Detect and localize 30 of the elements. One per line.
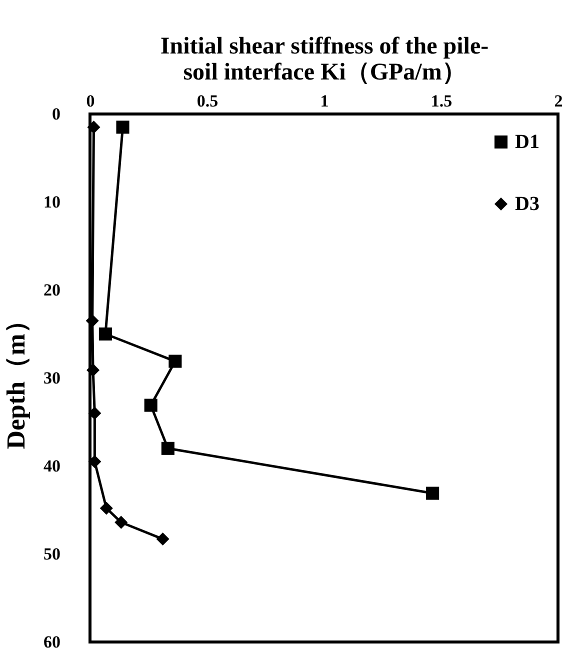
point xyxy=(116,120,130,134)
x-tick-label: 1.5 xyxy=(430,92,452,110)
x-tick-label: 1 xyxy=(320,92,329,110)
y-tick-label: 20 xyxy=(44,280,60,300)
point xyxy=(88,406,102,420)
point xyxy=(98,327,112,341)
point xyxy=(156,532,170,546)
y-tick-label: 50 xyxy=(44,544,60,564)
point xyxy=(86,364,100,377)
y-axis-title: Depth（m） xyxy=(2,308,30,450)
point xyxy=(100,502,113,515)
y-tick-label: 60 xyxy=(44,632,60,652)
x-tick-label: 2 xyxy=(554,92,563,110)
x-tick-label: 0 xyxy=(86,92,95,110)
point xyxy=(168,354,182,368)
legend-label: D1 xyxy=(515,131,540,153)
point xyxy=(87,120,100,134)
point xyxy=(86,314,99,328)
point xyxy=(88,455,102,468)
y-tick-label: 0 xyxy=(52,104,60,124)
x-axis-title: Initial shear stiffness of the pile-soil interface Ki（GPa/m） xyxy=(160,34,489,86)
y-tick-label: 10 xyxy=(44,192,60,212)
y-tick-label: 30 xyxy=(44,368,60,388)
point xyxy=(426,486,440,500)
x-tick-label: 0.5 xyxy=(196,92,218,110)
point xyxy=(114,516,128,529)
point xyxy=(144,398,158,412)
y-tick-label: 40 xyxy=(44,456,60,476)
legend-label: D3 xyxy=(515,193,540,215)
point xyxy=(161,442,174,455)
